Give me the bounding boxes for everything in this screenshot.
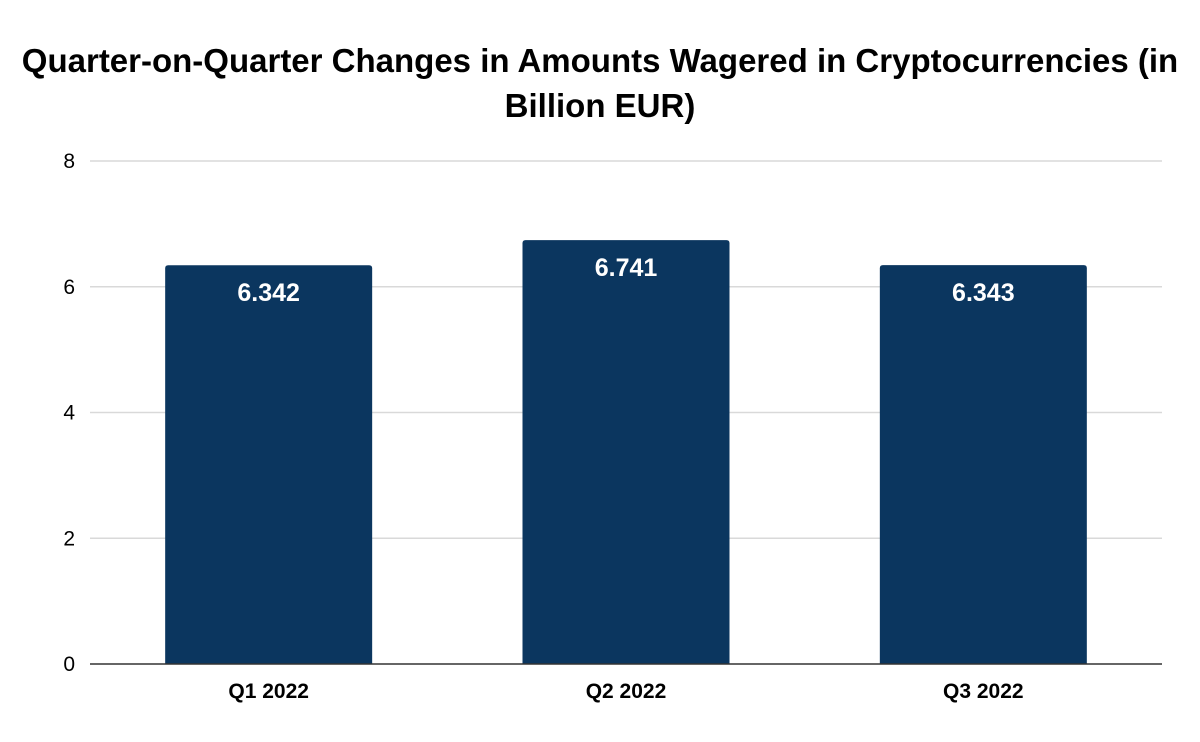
y-tick-label: 4 bbox=[63, 402, 75, 425]
x-category-label: Q1 2022 bbox=[228, 680, 309, 703]
bar-q2-2022 bbox=[522, 240, 730, 665]
y-tick-label: 0 bbox=[63, 653, 75, 676]
bar-q3-2022 bbox=[879, 265, 1087, 664]
y-tick-label: 2 bbox=[63, 527, 75, 550]
x-category-label: Q2 2022 bbox=[586, 680, 667, 703]
bar-layer bbox=[165, 240, 1087, 665]
data-label: 6.342 bbox=[237, 279, 300, 307]
bar-q1-2022 bbox=[165, 265, 373, 664]
data-label: 6.741 bbox=[595, 254, 658, 282]
y-tick-label: 6 bbox=[63, 276, 75, 299]
chart-title: Quarter-on-Quarter Changes in Amounts Wa… bbox=[21, 42, 1179, 124]
y-tick-label: 8 bbox=[63, 150, 75, 173]
data-label: 6.343 bbox=[952, 279, 1015, 307]
label-layer: 6.342 6.741 6.343 bbox=[237, 254, 1014, 307]
x-category-label: Q3 2022 bbox=[943, 680, 1024, 703]
axis-layer: 0 2 4 6 8 Q1 2022 Q2 2022 Q3 2022 bbox=[63, 150, 1162, 703]
